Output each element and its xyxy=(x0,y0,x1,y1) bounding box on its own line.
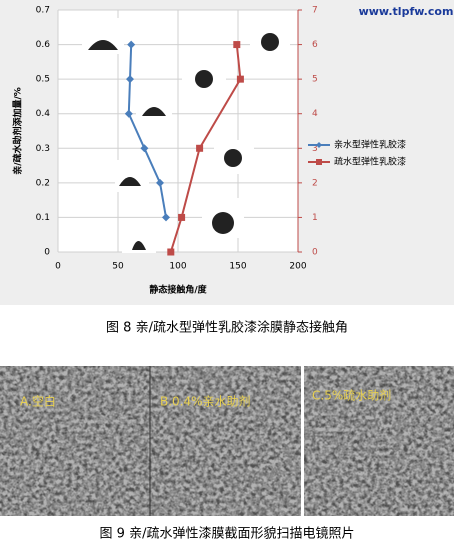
point xyxy=(140,144,149,153)
y-tick-label: 0.2 xyxy=(36,178,50,188)
point xyxy=(196,144,204,152)
point xyxy=(162,213,170,222)
y-tick-label: 0.3 xyxy=(36,144,50,154)
caption: 图 9 亲/疏水弹性漆膜截面形貌扫描电镜照片 xyxy=(100,526,355,542)
photo-label: C.5%疏水助剂 xyxy=(312,388,391,403)
y2-tick-label: 3 xyxy=(312,144,318,154)
y-tick-label: 0 xyxy=(44,248,50,258)
legend-label: 亲水型弹性乳胶漆 xyxy=(334,139,406,151)
y-tick-label: 0.6 xyxy=(36,40,51,50)
y2-tick-label: 2 xyxy=(312,178,318,188)
x-axis-label: 静态接触角/度 xyxy=(149,284,207,296)
point xyxy=(233,41,241,49)
x-tick-label: 200 xyxy=(289,262,306,272)
series-line xyxy=(127,44,167,218)
photo-label: B.0.4%亲水助剂 xyxy=(160,394,251,409)
point xyxy=(178,213,186,221)
photo-label: A.空白 xyxy=(20,394,56,409)
y2-tick-label: 7 xyxy=(312,6,318,16)
y2-tick-label: 6 xyxy=(312,40,318,50)
droplets xyxy=(82,18,290,253)
watermark: www.tlpfw.com xyxy=(359,5,454,18)
x-tick-label: 50 xyxy=(112,262,124,272)
x-tick-label: 150 xyxy=(229,262,246,272)
point xyxy=(127,40,136,49)
y2-tick-label: 0 xyxy=(312,248,318,258)
y-tick-label: 0.5 xyxy=(36,75,50,85)
legend-marker xyxy=(316,159,322,165)
y-tick-label: 0.4 xyxy=(36,109,51,119)
y-axis-label: 亲/疏水助剂添加量/% xyxy=(12,87,24,175)
point xyxy=(167,248,175,256)
x-tick-label: 100 xyxy=(169,262,186,272)
sem-texture xyxy=(304,366,454,516)
y-tick-label: 0.7 xyxy=(36,6,50,16)
point xyxy=(126,75,134,84)
legend-marker xyxy=(316,142,322,148)
point xyxy=(236,75,244,83)
caption: 图 8 亲/疏水型弹性乳胶漆涂膜静态接触角 xyxy=(106,320,348,336)
y-tick-label: 0.1 xyxy=(36,213,50,223)
point xyxy=(124,109,133,118)
y2-tick-label: 4 xyxy=(312,109,318,119)
x-tick-label: 0 xyxy=(55,262,61,272)
legend-label: 疏水型弹性乳胶漆 xyxy=(334,156,406,168)
y2-tick-label: 5 xyxy=(312,75,318,85)
y2-tick-label: 1 xyxy=(312,213,318,223)
point xyxy=(156,178,164,187)
